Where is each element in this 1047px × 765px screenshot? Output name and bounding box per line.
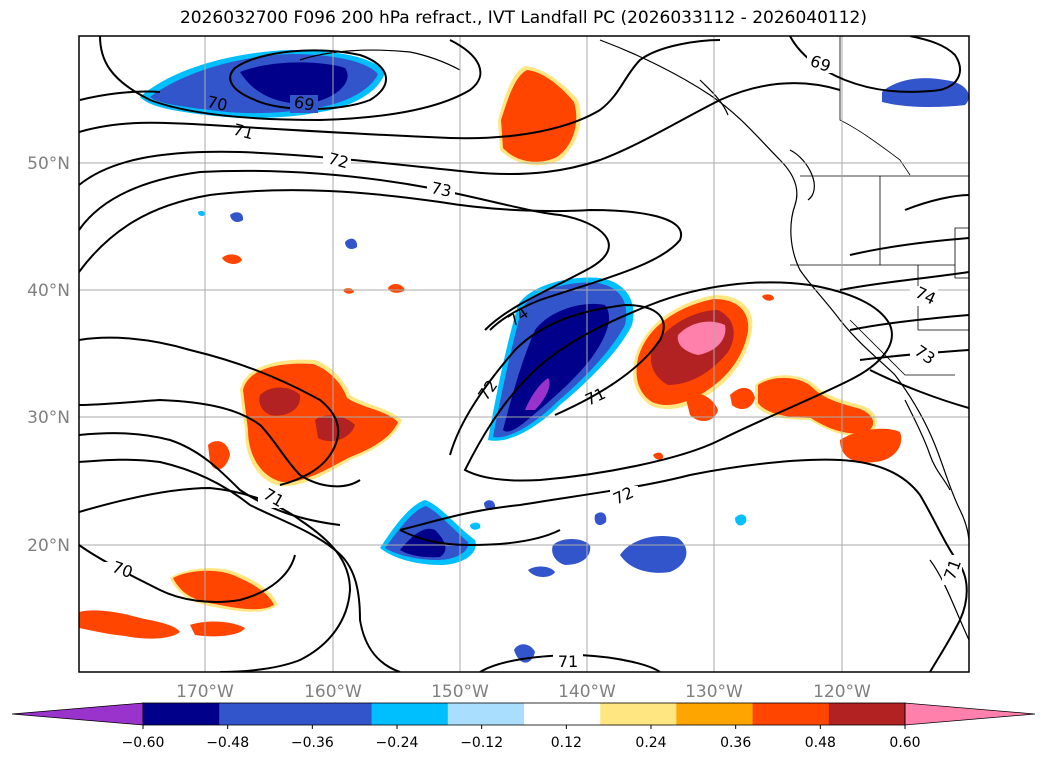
colorbar-tick-label: 0.60 xyxy=(889,735,920,751)
colorbar-segment xyxy=(752,703,830,725)
contour-label-69-aleutian: 69 xyxy=(293,92,316,114)
lat-label-30n: 30°N xyxy=(27,408,70,428)
colorbar-tick-label: 0.24 xyxy=(635,735,666,751)
colorbar-segment xyxy=(828,703,906,725)
map-title: 2026032700 F096 200 hPa refract., IVT La… xyxy=(179,8,867,28)
colorbar-segment xyxy=(676,703,754,725)
colorbar-tick-label: −0.36 xyxy=(291,735,334,751)
colorbar-segment xyxy=(600,703,677,725)
lon-label-130w: 130°W xyxy=(685,682,743,702)
colorbar-tick-label: 0.12 xyxy=(551,735,582,751)
colorbar-segment xyxy=(295,703,373,725)
colorbar-extend-low xyxy=(11,702,144,726)
lon-label-150w: 150°W xyxy=(431,682,489,702)
colorbar-extend-high xyxy=(904,702,1036,726)
lon-label-160w: 160°W xyxy=(304,682,362,702)
colorbar-segment xyxy=(371,703,449,725)
lon-label-170w: 170°W xyxy=(176,682,234,702)
lat-label-20n: 20°N xyxy=(27,536,70,556)
positive-anomaly-regions xyxy=(79,66,902,639)
lon-label-120w: 120°W xyxy=(813,682,871,702)
colorbar-tick-label: 0.48 xyxy=(805,735,836,751)
colorbar-tick-label: −0.12 xyxy=(460,735,503,751)
political-borders xyxy=(790,36,969,376)
contour-label-70-north: 70 xyxy=(205,92,229,115)
colorbar-tick-label: −0.60 xyxy=(122,735,165,751)
colorbar-segment xyxy=(219,703,296,725)
latitude-labels: 50°N 40°N 30°N 20°N xyxy=(27,154,70,556)
colorbar-tick-label: 0.36 xyxy=(720,735,751,751)
colorbar-segment xyxy=(524,703,601,725)
longitude-labels: 170°W 160°W 150°W 140°W 130°W 120°W xyxy=(176,682,871,702)
contour-label-73-north: 73 xyxy=(429,178,453,201)
lat-label-40n: 40°N xyxy=(27,281,70,301)
lat-label-50n: 50°N xyxy=(27,154,70,174)
contour-label-72-north: 72 xyxy=(326,149,351,173)
colorbar-tick-label: −0.48 xyxy=(206,735,249,751)
contour-label-71-north: 71 xyxy=(231,120,256,144)
colorbar-frame xyxy=(142,702,906,726)
northeast-negative-region xyxy=(882,78,969,107)
contour-lines xyxy=(79,36,969,672)
colorbar-tick-label: −0.24 xyxy=(376,735,419,751)
colorbar-segment xyxy=(143,703,220,725)
colorbar-segment xyxy=(447,703,525,725)
lon-label-140w: 140°W xyxy=(558,682,616,702)
contour-label-71-south: 71 xyxy=(558,652,578,671)
colorbar: −0.60 −0.48 −0.36 −0.24 −0.12 0.12 0.24 0.36 0.4… xyxy=(11,702,1036,751)
map-frame xyxy=(78,35,970,673)
gridlines xyxy=(79,36,969,672)
